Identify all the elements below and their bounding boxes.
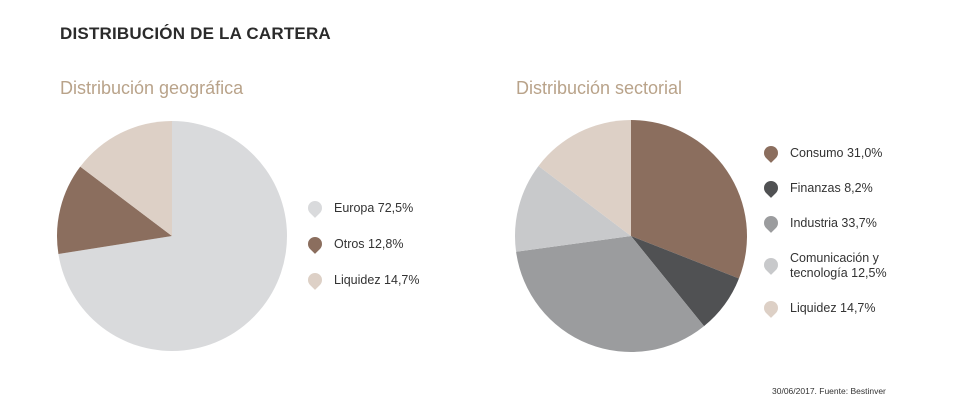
- geographic-pie-chart: [57, 121, 288, 351]
- sector-legend-label: Finanzas 8,2%: [790, 181, 873, 195]
- map-pin-icon: [305, 233, 325, 254]
- map-pin-icon: [761, 255, 781, 275]
- sector-legend-item: Consumo 31,0%: [761, 142, 887, 163]
- sector-legend-item: Liquidez 14,7%: [761, 297, 887, 318]
- geographic-legend-label: Europa 72,5%: [334, 201, 414, 215]
- sector-legend-label: Consumo 31,0%: [790, 146, 883, 160]
- map-pin-icon: [305, 269, 325, 290]
- sector-slice-1: [631, 236, 739, 327]
- map-pin-icon: [761, 177, 781, 198]
- geographic-legend-label: Liquidez 14,7%: [334, 273, 420, 287]
- page-title: DISTRIBUCIÓN DE LA CARTERA: [60, 24, 331, 43]
- map-pin-icon: [761, 212, 781, 233]
- sector-slice-3: [514, 165, 631, 252]
- map-pin-icon: [761, 142, 781, 163]
- geographic-legend-item: Liquidez 14,7%: [305, 269, 420, 290]
- sector-slice-0: [631, 120, 748, 279]
- sector-pie-chart: [514, 120, 748, 352]
- geographic-legend-label: Otros 12,8%: [334, 237, 404, 251]
- map-pin-icon: [305, 197, 325, 218]
- geographic-legend-item: Europa 72,5%: [305, 197, 419, 218]
- sector-legend-label: Comunicación y tecnología 12,5%: [790, 251, 887, 280]
- source-note: 30/06/2017. Fuente: Bestinver: [772, 386, 886, 396]
- sector-legend: Consumo 31,0% Finanzas 8,2% Industria 33,7…: [761, 142, 887, 336]
- geographic-slice-1: [57, 166, 172, 254]
- sector-legend-item: Industria 33,7%: [761, 212, 887, 233]
- geographic-slice-2: [80, 121, 172, 236]
- sector-legend-item: Finanzas 8,2%: [761, 177, 887, 198]
- geographic-slice-0: [58, 121, 288, 351]
- geographic-legend-item: Otros 12,8%: [305, 233, 419, 254]
- map-pin-icon: [761, 297, 781, 318]
- sector-legend-label: Liquidez 14,7%: [790, 301, 876, 315]
- geographic-legend: Europa 72,5% Otros 12,8% Liquidez 14,7%: [305, 197, 420, 309]
- geographic-chart-title: Distribución geográfica: [60, 78, 244, 98]
- sector-slice-2: [516, 236, 705, 352]
- sector-legend-item: Comunicación y tecnología 12,5%: [761, 251, 887, 281]
- sector-legend-label: Industria 33,7%: [790, 216, 877, 230]
- sector-slice-4: [538, 120, 631, 236]
- sector-chart-title: Distribución sectorial: [516, 78, 683, 98]
